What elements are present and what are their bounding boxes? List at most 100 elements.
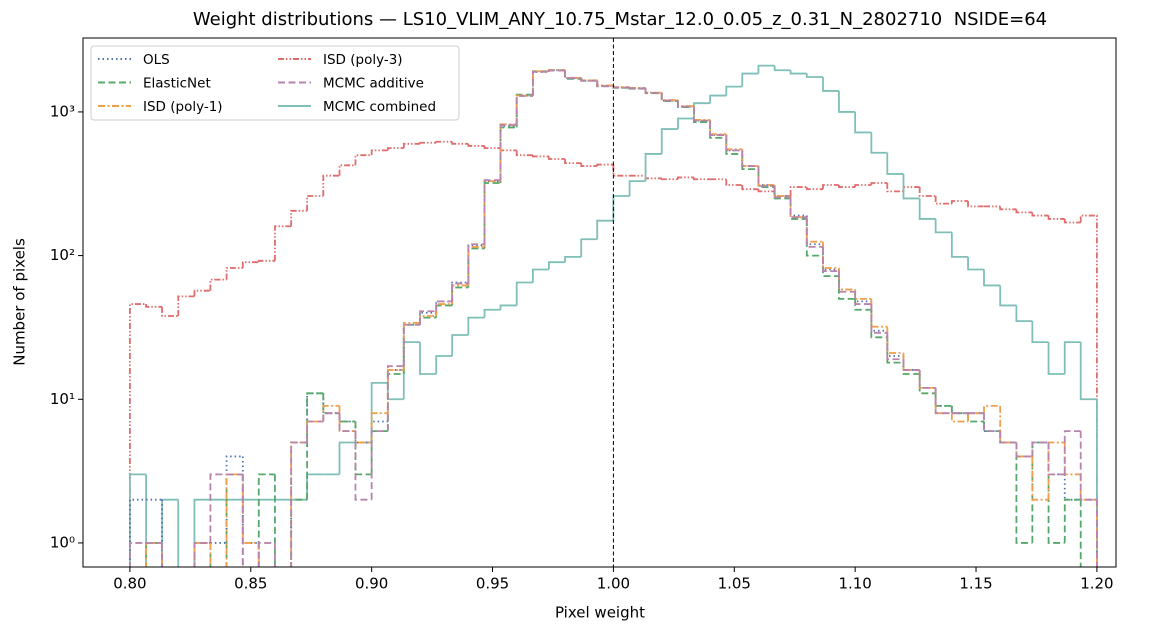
x-tick-label: 1.20 [1080,575,1113,593]
histogram-step [435,140,453,143]
histogram-step [419,316,437,325]
histogram-step [193,542,211,567]
x-tick-label: 0.85 [234,575,267,593]
histogram-step [983,413,1001,433]
histogram-step [918,198,936,220]
histogram-step [693,106,711,122]
histogram-step [451,334,469,357]
histogram-step [402,323,420,370]
histogram-step [1079,474,1098,567]
histogram-step [773,185,791,197]
histogram-step [547,156,566,160]
histogram-step [435,303,453,316]
histogram-step [805,217,823,243]
histogram-step [338,164,356,176]
histogram-step [386,369,404,422]
histogram-step [531,70,549,97]
x-axis-label: Pixel weight [555,604,645,622]
histogram-step [499,126,517,184]
histogram-step [1015,209,1033,214]
y-tick-label: 10² [50,246,75,264]
histogram-step [338,413,356,423]
histogram-step [338,405,356,433]
histogram-step [225,455,243,543]
histogram-step [209,278,227,291]
histogram-step [709,120,727,136]
histogram-step [467,143,485,147]
histogram-step [660,178,678,181]
histogram-step [257,542,260,567]
legend-label: ISD (poly-1) [143,99,223,115]
histogram-step [1031,441,1049,457]
histogram-step [451,281,469,302]
histogram-step [193,542,211,567]
histogram-step [1015,442,1033,458]
histogram-step [967,412,985,422]
histogram-step [370,430,388,475]
histogram-step [338,441,356,475]
histogram-step [564,70,582,79]
histogram-step [161,498,179,567]
histogram-step [854,111,872,134]
histogram-step [709,119,727,136]
histogram-step [934,387,952,415]
histogram-step [499,124,517,182]
histogram-step [805,218,823,257]
histogram-step [290,209,308,227]
histogram-step [1063,442,1081,476]
histogram-step [580,238,598,257]
histogram-step [467,247,485,288]
histogram-step [515,93,533,128]
histogram-step [677,100,694,107]
histogram-step [1079,499,1082,567]
histogram-step [161,542,163,567]
histogram-step [531,70,549,96]
histogram-step [499,148,517,152]
histogram-step [161,306,179,317]
histogram-step [193,289,211,297]
histogram-step [1047,442,1065,476]
histogram-step [402,323,420,374]
histogram-step [741,150,759,167]
histogram-step [999,285,1017,307]
histogram-step [628,87,646,90]
histogram-step [757,64,775,74]
histogram-step [193,498,211,567]
histogram-step [193,542,211,567]
histogram-step [257,542,275,567]
histogram-step [967,413,985,423]
histogram-step [435,304,453,318]
histogram-step [950,405,969,415]
histogram-step [741,150,759,167]
histogram-step [322,393,340,415]
histogram-step [531,155,549,158]
histogram-step [451,141,469,145]
histogram-step [983,404,1001,414]
histogram-step [354,421,372,444]
histogram-step [934,387,952,415]
histogram-step [435,300,453,313]
histogram-step [934,387,952,407]
histogram-step [386,373,404,432]
histogram-step [531,70,549,95]
y-tick-label: 10³ [50,102,75,120]
histogram-step [725,135,743,152]
histogram-step [886,183,904,193]
histogram-step [402,323,420,367]
histogram-step [580,163,598,167]
histogram-step [499,304,517,310]
histogram-step [483,182,501,249]
histogram-step [1031,441,1049,543]
histogram-step [757,169,775,188]
histogram-step [322,393,340,415]
histogram-step [1079,342,1098,567]
histogram-step [515,150,533,157]
histogram-step [451,286,469,306]
histogram-step [515,281,533,306]
x-tick-label: 1.10 [838,575,871,593]
histogram-step [145,542,163,567]
histogram-step [209,542,212,567]
histogram-step [693,106,711,122]
